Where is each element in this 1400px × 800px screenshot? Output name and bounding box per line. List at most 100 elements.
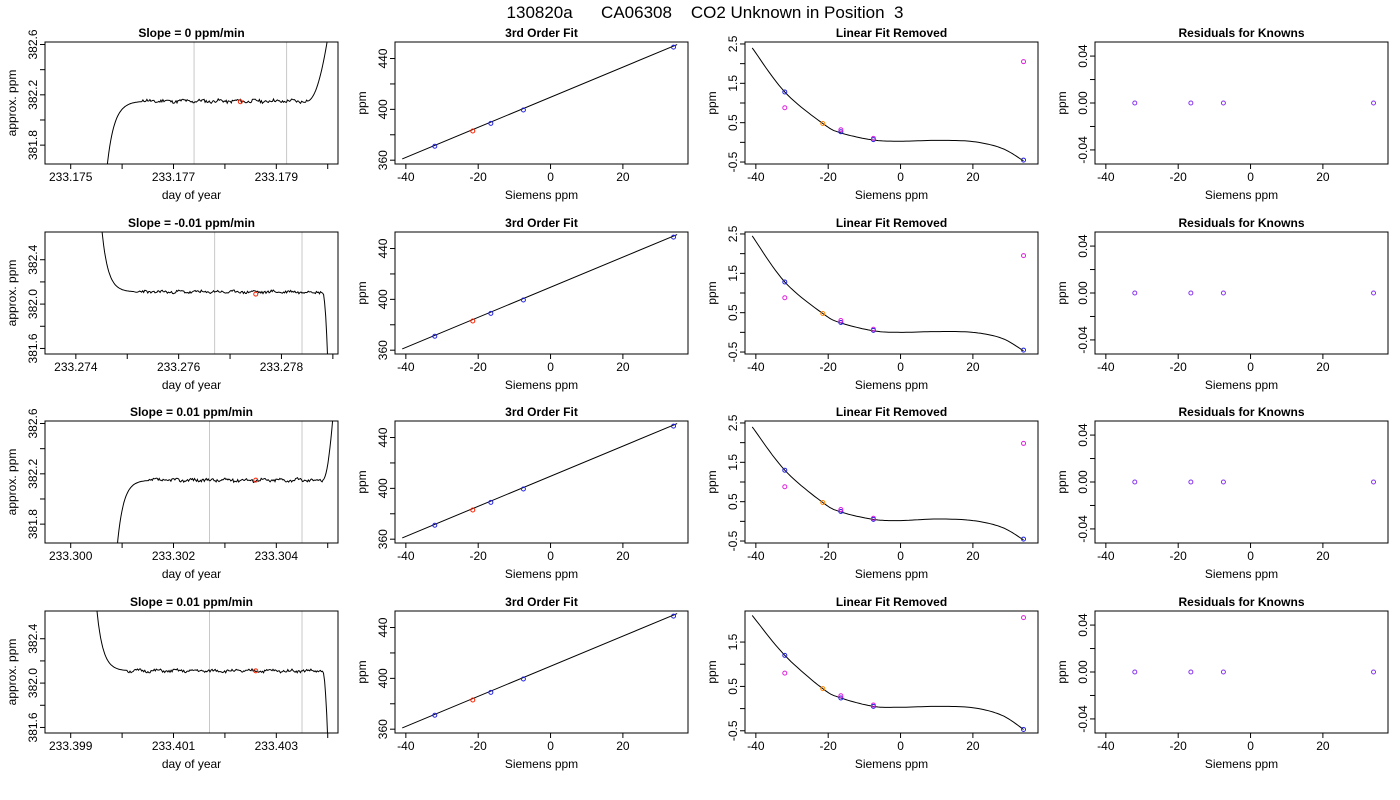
fit-curve — [751, 615, 1024, 730]
y-tick-label: 400 — [376, 99, 390, 119]
plot-area — [1132, 479, 1377, 485]
data-point — [1021, 440, 1027, 446]
y-tick-label: 360 — [376, 529, 390, 549]
x-axis-label: day of year — [162, 378, 221, 392]
x-tick-label: -40 — [747, 739, 765, 753]
chart-panel-3-2: Linear Fit Removed -40 -20 0 20 -0.5 0.5 1.5 Sie… — [705, 595, 1039, 771]
y-tick-label: 0.04 — [1076, 234, 1090, 258]
x-tick-label: 233.175 — [49, 170, 93, 184]
x-tick-label: -40 — [747, 170, 765, 184]
data-point — [782, 670, 788, 676]
y-tick-label: 400 — [376, 668, 390, 688]
y-tick-label: 381.6 — [26, 333, 40, 363]
data-point — [671, 234, 677, 240]
data-point — [870, 135, 876, 141]
x-tick-label: 0 — [897, 549, 904, 563]
x-tick-label: -40 — [397, 739, 415, 753]
x-tick-label: 20 — [966, 360, 980, 374]
x-axis-label: Siemens ppm — [855, 378, 928, 392]
data-point — [782, 105, 788, 111]
x-tick-label: 233.302 — [152, 549, 196, 563]
y-tick-label: -0.5 — [726, 341, 740, 362]
data-point — [838, 507, 844, 513]
plot-frame — [1094, 610, 1389, 734]
y-tick-label: 360 — [376, 150, 390, 170]
chart-panel-2-0: Slope = 0.01 ppm/min 233.300 233.302 233.30… — [5, 405, 339, 581]
y-tick-label: 0.5 — [726, 114, 740, 131]
data-point — [1371, 100, 1377, 106]
x-tick-label: 20 — [616, 739, 630, 753]
chart-panel-3-3: Residuals for Knowns -40 -20 0 20 -0.04 0.00 0.… — [1055, 595, 1389, 771]
data-point — [432, 712, 438, 718]
panel-title: 3rd Order Fit — [505, 216, 578, 230]
plot-area — [402, 234, 678, 350]
y-tick-label: 360 — [376, 340, 390, 360]
x-tick-label: 233.401 — [152, 739, 196, 753]
plot-area — [751, 235, 1027, 353]
data-point — [1132, 100, 1138, 106]
x-tick-label: -40 — [1097, 739, 1115, 753]
figure-title: 130820a CA06308 CO2 Unknown in Position … — [507, 3, 904, 22]
data-point — [820, 310, 826, 316]
chart-panel-2-3: Residuals for Knowns -40 -20 0 20 -0.04 0.00 0.… — [1055, 405, 1389, 581]
y-tick-label: 1.5 — [726, 633, 740, 650]
time-series-line — [101, 232, 328, 354]
fit-line — [402, 234, 678, 350]
panel-title: Linear Fit Removed — [836, 405, 947, 419]
data-point — [470, 128, 476, 134]
panel-title: Residuals for Knowns — [1178, 26, 1304, 40]
y-tick-label: 400 — [376, 478, 390, 498]
chart-panel-0-0: Slope = 0 ppm/min 233.175 233.177 233.179 38… — [5, 26, 339, 202]
x-tick-label: 233.276 — [157, 360, 201, 374]
data-point — [782, 279, 788, 285]
data-point — [782, 484, 788, 490]
x-tick-label: 20 — [1316, 170, 1330, 184]
data-point — [1188, 479, 1194, 485]
y-tick-label: -0.04 — [1076, 326, 1090, 354]
y-axis-label: ppm — [705, 91, 719, 114]
data-point — [1132, 669, 1138, 675]
data-point — [870, 515, 876, 521]
data-point — [782, 89, 788, 95]
x-tick-label: 0 — [1247, 549, 1254, 563]
data-point — [520, 297, 526, 303]
data-point — [1021, 536, 1027, 542]
data-point — [1188, 100, 1194, 106]
panel-title: Slope = 0.01 ppm/min — [130, 595, 253, 609]
plot-area — [751, 47, 1027, 163]
x-tick-label: 0 — [1247, 739, 1254, 753]
data-point — [1021, 347, 1027, 353]
x-tick-label: -40 — [747, 360, 765, 374]
data-point — [470, 507, 476, 513]
x-tick-label: 233.177 — [152, 170, 196, 184]
y-tick-label: -0.04 — [1076, 705, 1090, 733]
y-tick-label: 382.4 — [26, 623, 40, 653]
y-tick-label: 440 — [376, 238, 390, 258]
y-tick-label: -0.5 — [726, 720, 740, 741]
y-tick-label: 382.0 — [26, 289, 40, 319]
y-axis-label: ppm — [1055, 91, 1069, 114]
x-tick-label: 0 — [1247, 170, 1254, 184]
x-tick-label: 20 — [966, 549, 980, 563]
data-point — [838, 693, 844, 699]
time-series-line — [96, 611, 328, 733]
y-tick-label: 440 — [376, 617, 390, 637]
mean-marker — [253, 291, 259, 297]
panel-title: Residuals for Knowns — [1178, 216, 1304, 230]
x-tick-label: 233.300 — [49, 549, 93, 563]
x-axis-label: Siemens ppm — [505, 188, 578, 202]
panel-grid: Slope = 0 ppm/min 233.175 233.177 233.179 38… — [5, 26, 1389, 771]
data-point — [838, 320, 844, 326]
data-point — [820, 120, 826, 126]
fit-curve — [751, 235, 1024, 352]
data-point — [1220, 479, 1226, 485]
plot-area — [1132, 669, 1377, 675]
panel-title: 3rd Order Fit — [505, 26, 578, 40]
x-tick-label: -20 — [820, 360, 838, 374]
plot-area — [1132, 100, 1377, 106]
y-tick-label: -0.04 — [1076, 515, 1090, 543]
y-tick-label: 382.6 — [26, 408, 40, 438]
data-point — [1371, 290, 1377, 296]
chart-panel-1-0: Slope = -0.01 ppm/min 233.274 233.276 233.2… — [5, 216, 339, 392]
x-tick-label: 0 — [897, 739, 904, 753]
